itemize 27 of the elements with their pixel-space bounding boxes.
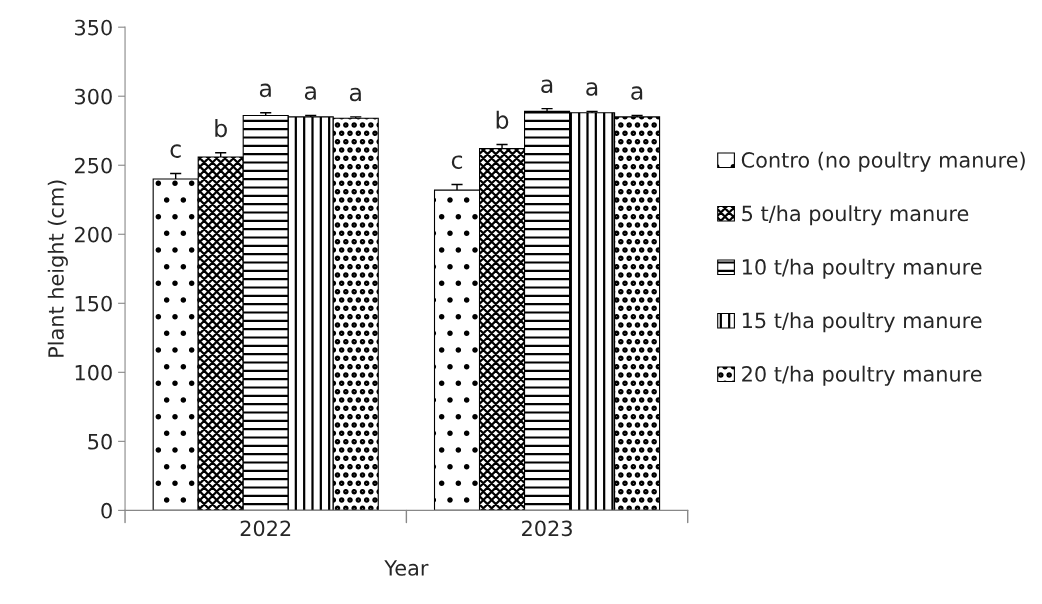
y-tick-label: 100 — [75, 364, 112, 381]
y-tick-label: 0 — [101, 502, 112, 519]
data-label: b — [496, 110, 509, 129]
data-label: c — [170, 144, 181, 158]
y-tick-label: 250 — [75, 157, 112, 174]
data-label: b — [215, 118, 227, 138]
data-label: a — [631, 86, 643, 100]
data-label: a — [304, 86, 316, 100]
y-tick-label: 150 — [75, 295, 112, 312]
legend-label: Contro (no poultry manure) — [741, 151, 1025, 172]
y-tick-label: 50 — [88, 433, 112, 450]
data-label: a — [349, 87, 361, 102]
y-tick-label: 200 — [75, 226, 112, 243]
data-label: a — [259, 83, 271, 98]
legend-label: 15 t/ha poultry manure — [742, 312, 982, 333]
legend-label: 10 t/ha poultry manure — [742, 258, 982, 279]
y-tick-label: 350 — [75, 19, 112, 36]
x-tick-label: 2022 — [240, 520, 291, 537]
data-label: c — [451, 155, 463, 169]
x-axis-title: Year — [384, 560, 429, 576]
data-label: a — [541, 79, 553, 94]
legend-label: 5 t/ha poultry manure — [742, 205, 969, 226]
data-label: a — [586, 82, 598, 96]
legend-label: 20 t/ha poultry manure — [742, 365, 982, 386]
x-tick-label: 2023 — [522, 520, 572, 537]
y-axis-title: Plant height (cm) — [47, 180, 68, 357]
y-tick-label: 300 — [75, 88, 112, 105]
